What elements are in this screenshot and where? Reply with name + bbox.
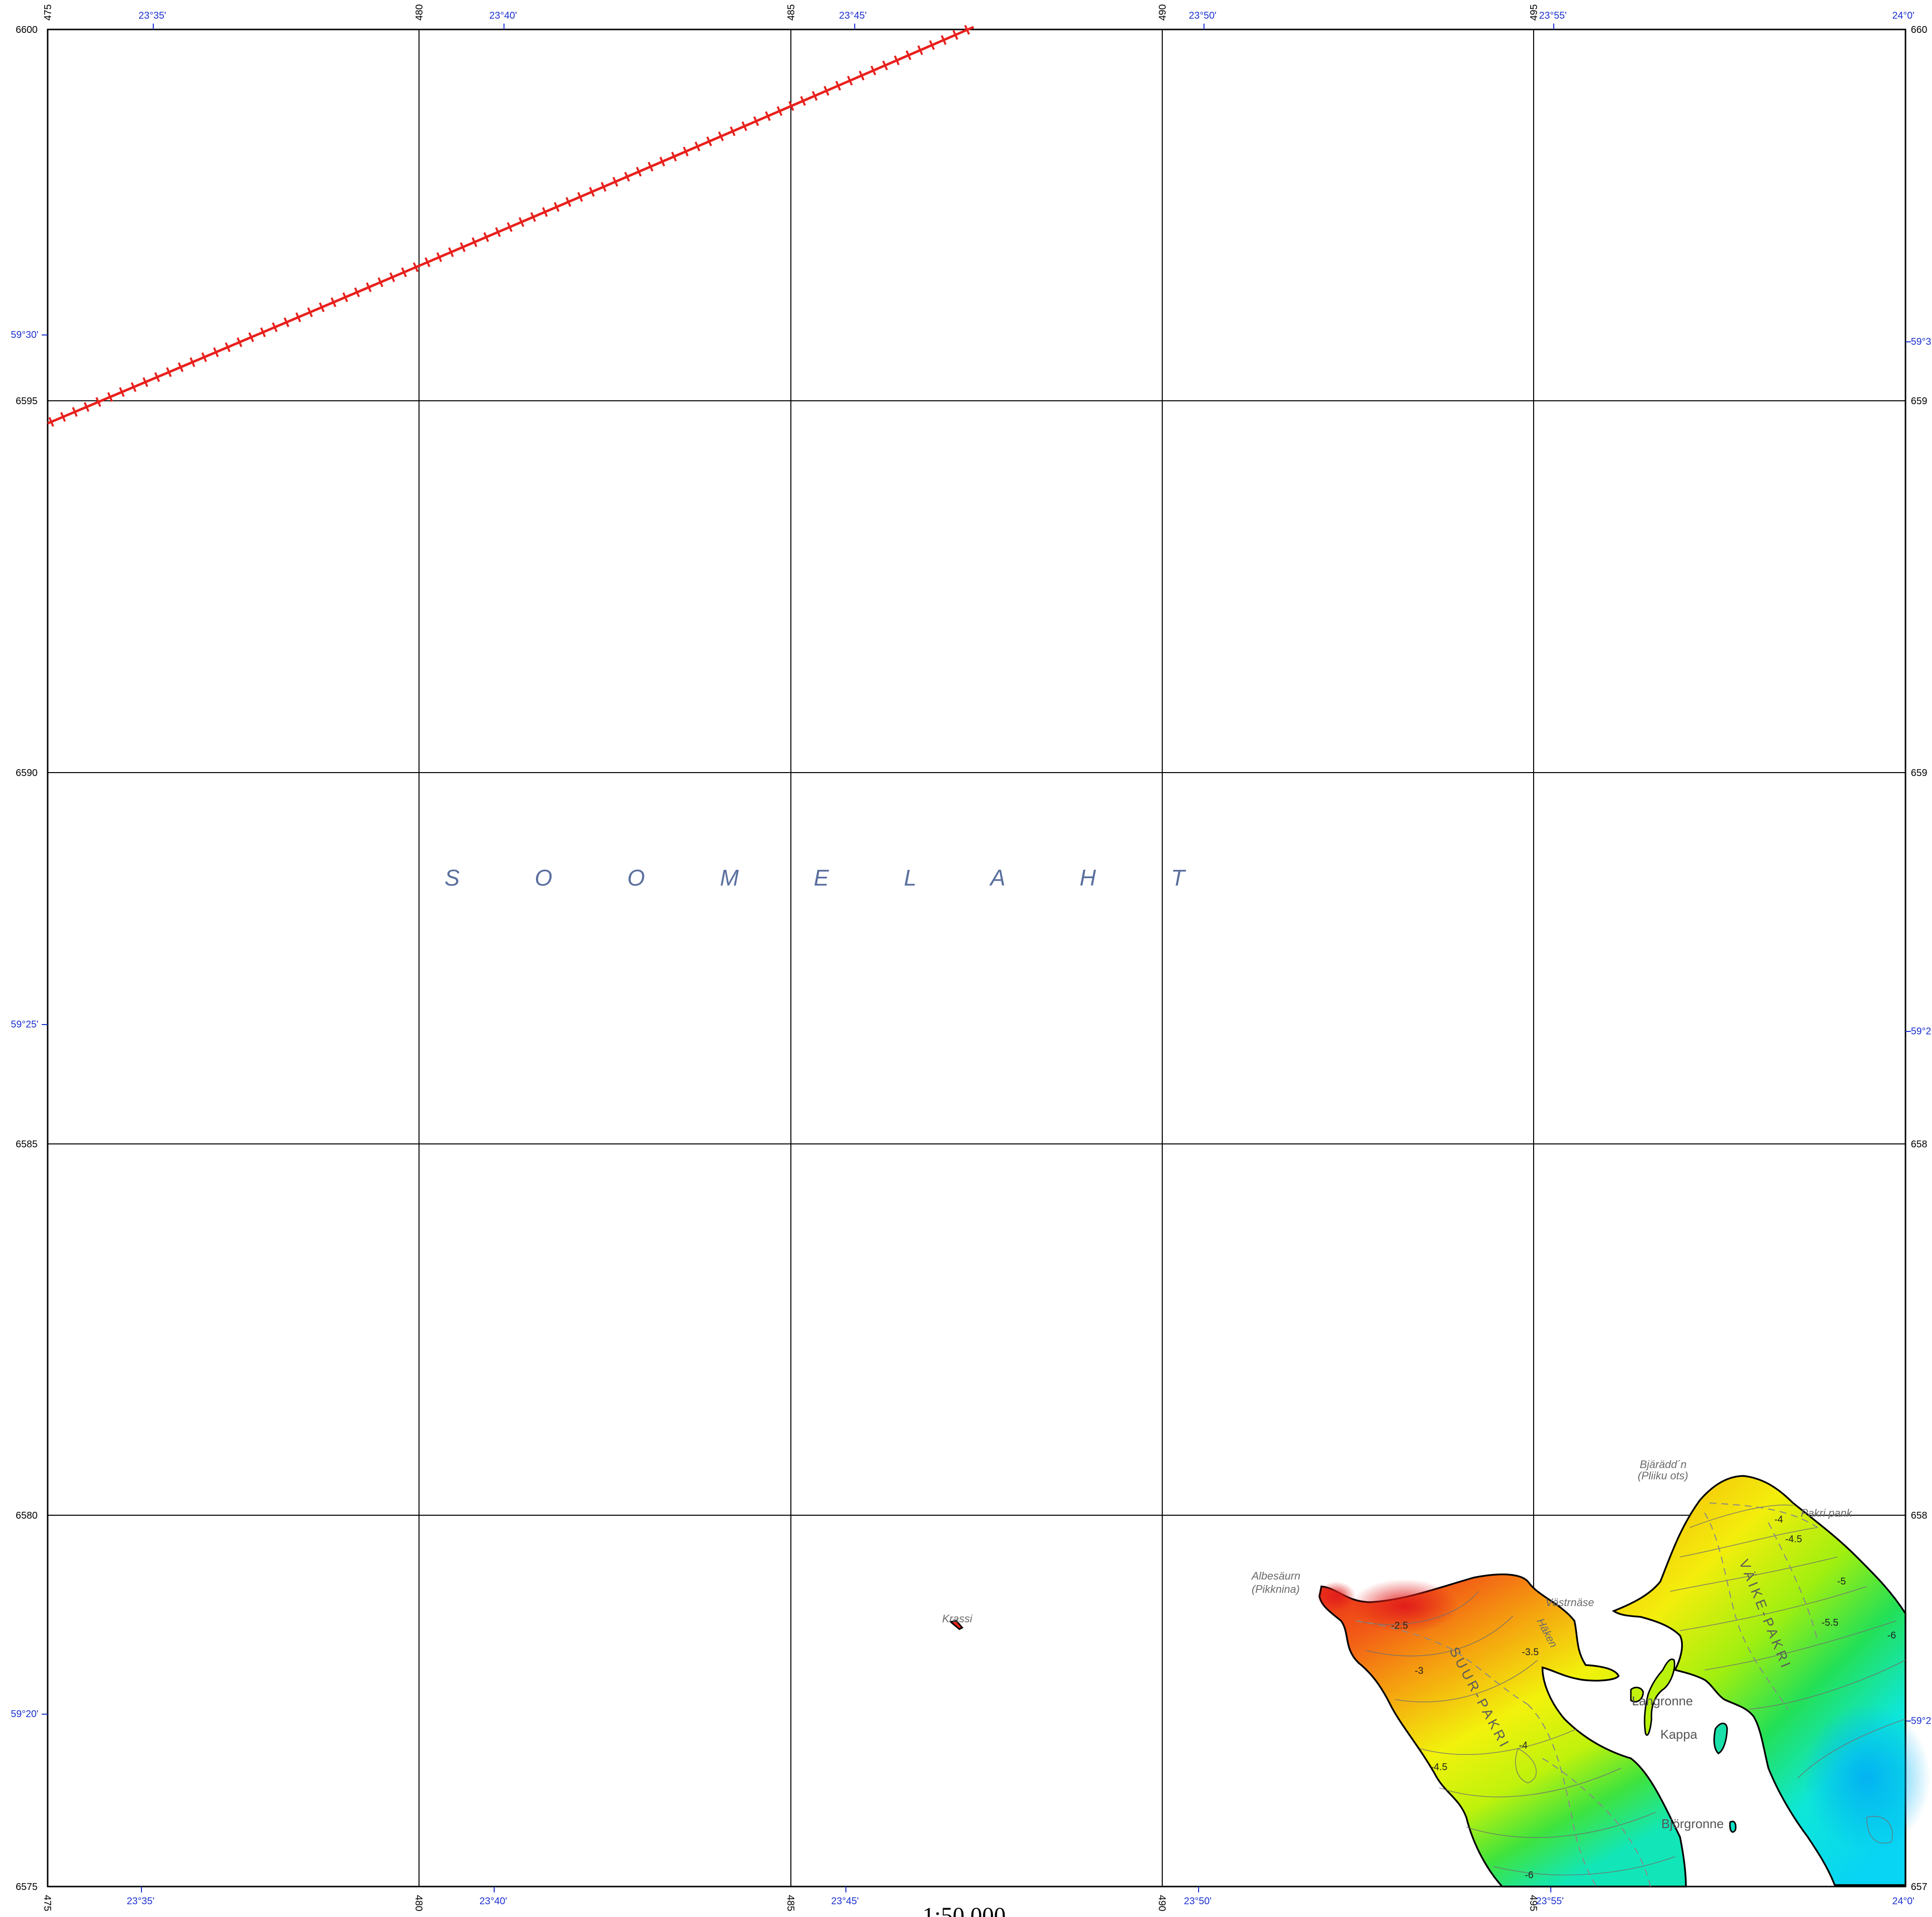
top-lon-tick-2350: 23°50' [1189, 10, 1216, 21]
place-label-pakri-pank: Pakri pank [1801, 1507, 1852, 1519]
contour-label: -6 [1887, 1630, 1896, 1641]
place-label-albesaurn: Albesäurn [1251, 1570, 1300, 1582]
latitude-labels: 59°30' 59°25' 59°20' 59°3 59°2 59°2 [11, 330, 1931, 1726]
right-lat-tick-5920: 59°2 [1911, 1716, 1931, 1726]
right-y-tick-6600: 660 [1911, 25, 1927, 35]
top-longitude-labels: 23°35' 23°40' 23°45' 23°50' 23°55' 24°0' [139, 10, 1914, 29]
left-y-tick-6590: 6590 [16, 768, 38, 778]
map-scale-label: 1:50 000 [923, 1903, 1006, 1917]
right-y-tick-6585: 658 [1911, 1139, 1927, 1150]
place-label-bjaradd: Bjärädd´n [1640, 1458, 1686, 1471]
bottom-x-tick-490: 490 [1156, 1895, 1167, 1911]
bottom-x-tick-480: 480 [413, 1895, 424, 1911]
grid-lines [48, 29, 1905, 1887]
left-y-tick-6580: 6580 [16, 1510, 38, 1521]
top-x-tick-485: 485 [786, 4, 797, 21]
contour-label: -4.5 [1430, 1762, 1447, 1773]
contour-label: -3 [1415, 1666, 1424, 1676]
bottom-lon-tick-2355: 23°55' [1536, 1896, 1564, 1907]
top-x-tick-480: 480 [414, 4, 425, 21]
bottom-longitude-labels: 23°35' 23°40' 23°45' 23°50' 23°55' 24°0' [127, 1887, 1914, 1907]
bottom-projected-labels: 475 480 485 490 495 [42, 1895, 1539, 1911]
map-frame [47, 28, 1906, 1888]
right-y-tick-6595: 659 [1911, 396, 1927, 407]
right-lat-tick-5930: 59°3 [1911, 336, 1931, 347]
bottom-lon-tick-2345: 23°45' [831, 1896, 859, 1907]
contour-label: -6 [1525, 1870, 1534, 1881]
contour-label: -5.5 [1821, 1617, 1838, 1628]
top-lon-tick-2400: 24°0' [1892, 10, 1914, 21]
top-lon-tick-2345: 23°45' [839, 10, 867, 21]
place-label-krassi: Krassi [942, 1612, 973, 1625]
contour-label: -4 [1519, 1740, 1528, 1751]
place-label-vastrnase: Västrnäse [1545, 1596, 1594, 1609]
place-label-kappa: Kappa [1660, 1727, 1698, 1742]
top-x-tick-495: 495 [1529, 4, 1540, 21]
top-lon-tick-2335: 23°35' [139, 10, 166, 21]
left-lat-tick-5920: 59°20' [11, 1709, 38, 1720]
suur-pakri-island: SUUR-PAKRI [1316, 1573, 1687, 1888]
small-islets [1630, 1658, 1736, 1833]
place-label-bjorgronne: Björgronne [1661, 1816, 1724, 1831]
vaike-pakri-island: VÄIKE-PAKRI [1612, 1475, 1931, 1886]
right-projected-labels: 660 659 659 658 658 657 [1911, 25, 1927, 1892]
place-label-langronne: Langronne [1632, 1694, 1693, 1708]
place-label-bjaradd-alt: (Pliiku ots) [1638, 1470, 1688, 1482]
top-lon-tick-2355: 23°55' [1539, 10, 1567, 21]
contour-label: -5 [1837, 1576, 1846, 1587]
bottom-x-tick-485: 485 [785, 1895, 796, 1911]
bottom-x-tick-475: 475 [42, 1895, 53, 1911]
right-lat-tick-5925: 59°2 [1911, 1026, 1931, 1037]
top-x-tick-475: 475 [43, 4, 54, 21]
krassi-islet: Krassi [942, 1612, 973, 1630]
top-x-tick-490: 490 [1157, 4, 1168, 21]
right-y-tick-6575: 657 [1911, 1882, 1927, 1892]
contour-labels: -2.5 -3 -3.5 -4 -4.5 -6 -4 -4.5 -5 -5.5 … [1391, 1514, 1896, 1881]
place-label-albesaurn-alt: (Pikknina) [1252, 1583, 1300, 1595]
sea-label: S O O M E L A H T [445, 865, 1219, 890]
left-y-tick-6595: 6595 [16, 396, 38, 407]
right-y-tick-6590: 659 [1911, 768, 1927, 778]
top-lon-tick-2340: 23°40' [489, 10, 517, 21]
bottom-lon-tick-2335: 23°35' [127, 1896, 154, 1907]
left-y-tick-6585: 6585 [16, 1139, 38, 1150]
left-lat-tick-5930: 59°30' [11, 330, 38, 340]
contour-label: -2.5 [1391, 1620, 1408, 1631]
left-y-tick-6575: 6575 [16, 1882, 38, 1892]
bottom-lon-tick-2350: 23°50' [1184, 1896, 1211, 1907]
contour-label: -3.5 [1522, 1647, 1539, 1658]
left-projected-labels: 6600 6595 6590 6585 6580 6575 [16, 25, 38, 1892]
right-y-tick-6580: 658 [1911, 1510, 1927, 1521]
bottom-lon-tick-2400: 24°0' [1892, 1896, 1914, 1907]
left-y-tick-6600: 6600 [16, 25, 38, 35]
maritime-border-line [47, 25, 974, 427]
contour-label: -4 [1774, 1514, 1783, 1525]
bottom-x-tick-495: 495 [1528, 1895, 1539, 1911]
bottom-lon-tick-2340: 23°40' [479, 1896, 507, 1907]
left-lat-tick-5925: 59°25' [11, 1019, 38, 1030]
contour-label: -4.5 [1785, 1534, 1802, 1545]
top-projected-labels: 475 480 485 490 495 [43, 4, 1540, 21]
